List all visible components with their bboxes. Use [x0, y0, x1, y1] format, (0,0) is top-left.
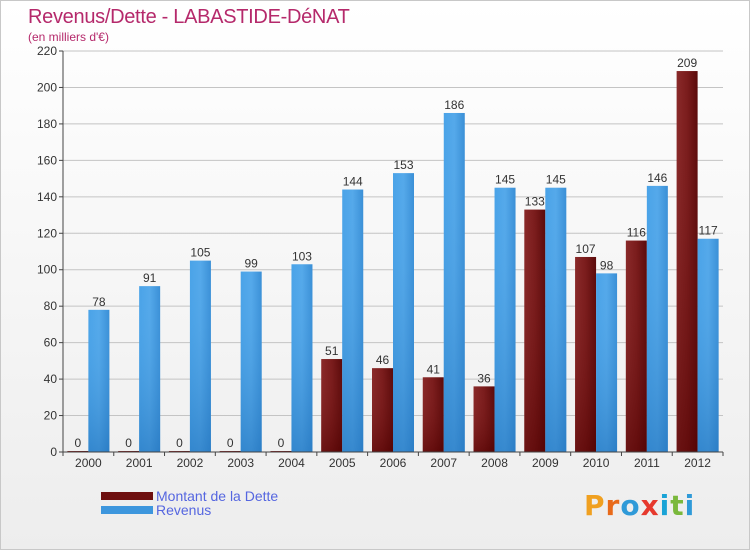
bar-dette-shade	[473, 386, 495, 452]
chart-title: Revenus/Dette - LABASTIDE-DéNAT	[28, 6, 350, 28]
data-label-revenus: 145	[495, 173, 515, 187]
data-label-revenus: 153	[393, 158, 413, 172]
data-label-dette: 0	[125, 436, 132, 450]
x-axis: 2000 2001 2002 2003 2004 2005 2006 2007 2008 2009…	[62, 451, 724, 470]
x-tick-label: 2012	[684, 456, 711, 470]
x-tick-label: 2011	[634, 456, 660, 470]
y-tick-label: 100	[37, 263, 57, 277]
bar-dette-shade	[372, 368, 393, 452]
bar-revenus-shade	[342, 189, 364, 452]
data-label-revenus: 146	[647, 171, 667, 185]
x-tick-label: 2005	[329, 456, 356, 470]
data-label-revenus: 99	[245, 257, 259, 271]
bar-revenus-shade	[697, 238, 719, 452]
data-label-dette: 51	[325, 344, 339, 358]
y-axis: 0 20 40 60 80 100 120 140 160 180 200 220	[37, 44, 64, 459]
data-label-revenus: 105	[190, 246, 210, 260]
x-tick-label: 2009	[532, 456, 559, 470]
x-tick-label: 2004	[278, 456, 305, 470]
data-label-dette: 0	[278, 436, 285, 450]
data-label-dette: 46	[376, 353, 390, 367]
bar-revenus-shade	[139, 286, 161, 452]
bar-revenus-shade	[189, 260, 211, 452]
x-tick-label: 2001	[126, 456, 153, 470]
data-label-dette: 0	[176, 436, 183, 450]
logo-letter: i	[684, 489, 696, 522]
data-label-dette: 36	[477, 371, 491, 385]
bar-revenus-shade	[240, 271, 262, 452]
proxiti-logo: Proxiti	[584, 489, 695, 522]
legend-swatch-revenus	[101, 506, 153, 514]
bar-dette-shade	[676, 71, 698, 453]
y-tick-label: 0	[50, 445, 57, 459]
x-tick-label: 2006	[380, 456, 407, 470]
legend-label-dette: Montant de la Dette	[156, 488, 279, 504]
x-tick-label: 2000	[75, 456, 102, 470]
y-tick-label: 200	[37, 80, 57, 94]
data-label-revenus: 98	[600, 258, 614, 272]
chart-subtitle: (en milliers d'€)	[28, 30, 109, 44]
x-tick-label: 2010	[583, 456, 610, 470]
x-tick-label: 2003	[227, 456, 254, 470]
y-tick-label: 220	[37, 44, 57, 58]
y-tick-label: 160	[37, 153, 57, 167]
y-tick-label: 40	[44, 372, 58, 386]
bar-revenus-shade	[393, 173, 414, 452]
logo-letter: o	[620, 489, 641, 522]
data-label-dette: 116	[627, 226, 646, 240]
y-tick-label: 120	[37, 226, 57, 240]
bar-dette-shade	[625, 240, 647, 452]
data-label-dette: 209	[677, 56, 697, 70]
bar-dette-shade	[422, 377, 444, 452]
data-label-revenus: 186	[444, 98, 464, 112]
bar-dette-shade	[575, 256, 597, 452]
legend-label-revenus: Revenus	[156, 502, 212, 518]
data-label-revenus: 144	[343, 175, 363, 189]
logo-letter: r	[605, 489, 621, 522]
bar-revenus-shade	[494, 187, 516, 453]
y-tick-label: 140	[37, 190, 57, 204]
data-label-dette: 0	[227, 436, 234, 450]
bar-revenus-shade	[443, 112, 465, 453]
y-tick-label: 20	[44, 409, 58, 423]
x-tick-label: 2008	[481, 456, 508, 470]
bar-revenus-shade	[545, 187, 567, 453]
bar-dette-shade	[524, 209, 546, 452]
logo-letter: t	[670, 489, 685, 522]
data-label-dette: 0	[75, 436, 82, 450]
bar-revenus-shade	[291, 264, 313, 452]
x-tick-label: 2007	[430, 456, 457, 470]
bar-revenus-shade	[88, 309, 110, 452]
logo-letter: P	[584, 489, 606, 522]
data-label-revenus: 78	[92, 295, 106, 309]
data-label-dette: 41	[427, 362, 441, 376]
data-label-revenus: 91	[143, 271, 157, 285]
bar-dette-shade	[321, 359, 343, 452]
logo-letter: x	[640, 489, 660, 522]
bar-revenus-shade	[596, 273, 618, 452]
data-labels: 0780910105099010351144461534118636145133…	[75, 56, 718, 450]
y-tick-label: 180	[37, 117, 57, 131]
legend-swatch-dette	[101, 492, 153, 500]
bars	[67, 71, 719, 453]
y-tick-label: 80	[44, 299, 58, 313]
data-label-dette: 107	[576, 242, 596, 256]
bar-revenus-shade	[646, 185, 668, 452]
data-label-dette: 133	[525, 195, 545, 209]
logo-letter: i	[659, 489, 671, 522]
data-label-revenus: 145	[546, 173, 566, 187]
data-label-revenus: 117	[699, 224, 718, 238]
y-tick-label: 60	[44, 336, 58, 350]
x-tick-label: 2002	[177, 456, 204, 470]
data-label-revenus: 103	[292, 249, 312, 263]
